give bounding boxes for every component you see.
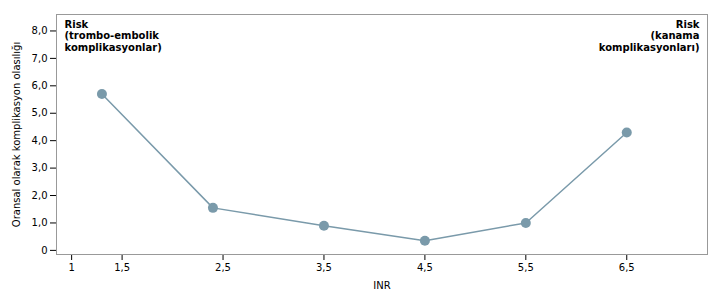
svg-text:1,5: 1,5 (114, 262, 130, 273)
svg-text:Risk(kanamakomplikasyonları): Risk(kanamakomplikasyonları) (599, 19, 700, 53)
svg-text:Risk(trombo-embolikkomplikasyo: Risk(trombo-embolikkomplikasyonlar) (65, 19, 162, 53)
svg-text:8,0: 8,0 (32, 25, 48, 36)
svg-text:1,0: 1,0 (32, 217, 48, 228)
svg-text:7,0: 7,0 (32, 53, 48, 64)
svg-text:3,0: 3,0 (32, 162, 48, 173)
svg-text:6,5: 6,5 (619, 262, 635, 273)
svg-text:1: 1 (68, 262, 74, 273)
svg-text:2,5: 2,5 (215, 262, 231, 273)
svg-text:2,0: 2,0 (32, 190, 48, 201)
svg-text:3,5: 3,5 (316, 262, 332, 273)
svg-text:5,5: 5,5 (518, 262, 534, 273)
svg-text:4,0: 4,0 (32, 135, 48, 146)
svg-text:0: 0 (41, 245, 47, 256)
svg-text:Oransal olarak komplikasyon ol: Oransal olarak komplikasyon olasılığı (11, 42, 22, 227)
svg-text:5,0: 5,0 (32, 107, 48, 118)
svg-text:6,0: 6,0 (32, 80, 48, 91)
svg-text:4,5: 4,5 (417, 262, 433, 273)
svg-text:INR: INR (373, 280, 390, 291)
